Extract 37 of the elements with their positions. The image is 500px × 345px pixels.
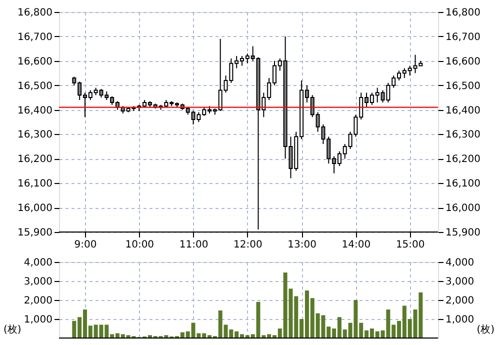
y-axis-title: (枚) bbox=[4, 324, 22, 336]
y2-tick-label: 16,100 bbox=[446, 178, 480, 190]
y2-tick-label: 16,800 bbox=[446, 8, 480, 18]
y2-tick-label: 16,600 bbox=[446, 56, 480, 68]
y-tick-label: 16,800 bbox=[18, 8, 52, 18]
y-tick-label: 16,400 bbox=[18, 105, 52, 116]
y-tick-label: 16,200 bbox=[18, 154, 52, 166]
x-tick-label: 13:00 bbox=[288, 240, 316, 250]
y-tick-label: 16,300 bbox=[18, 130, 52, 141]
y2-tick-label: 15,900 bbox=[446, 228, 480, 238]
y2-tick-label: 16,200 bbox=[446, 154, 480, 166]
y-tick-label: 2,000 bbox=[24, 296, 52, 306]
x-tick-label: 11:00 bbox=[179, 240, 208, 250]
y2-tick-label: 2,000 bbox=[446, 296, 474, 306]
y-tick-label: 4,000 bbox=[24, 258, 52, 268]
y-tick-label: 16,000 bbox=[18, 203, 52, 214]
y2-tick-label: 16,400 bbox=[446, 105, 480, 116]
y2-tick-label: 4,000 bbox=[446, 258, 474, 268]
y-tick-label: 16,500 bbox=[18, 80, 52, 92]
y-tick-label: 16,700 bbox=[18, 32, 52, 43]
y2-tick-label: 16,700 bbox=[446, 32, 480, 43]
y2-tick-label: 1,000 bbox=[446, 314, 474, 326]
y-tick-label: 3,000 bbox=[24, 276, 52, 288]
y-tick-label: 16,600 bbox=[18, 56, 52, 68]
y2-tick-label: 16,500 bbox=[446, 80, 480, 92]
y-tick-label: 16,100 bbox=[18, 178, 52, 190]
x-tick-label: 15:00 bbox=[396, 240, 425, 250]
x-tick-label: 10:00 bbox=[125, 240, 154, 250]
y-tick-label: 1,000 bbox=[24, 314, 52, 326]
y2-axis-title: (枚) bbox=[476, 324, 495, 336]
x-tick-label: 14:00 bbox=[342, 240, 371, 250]
y2-tick-label: 3,000 bbox=[446, 276, 474, 288]
y2-tick-label: 16,000 bbox=[446, 203, 480, 214]
y2-tick-label: 16,300 bbox=[446, 130, 480, 141]
x-tick-label: 12:00 bbox=[234, 240, 262, 250]
x-tick-label: 9:00 bbox=[74, 240, 97, 250]
y-tick-label: 15,900 bbox=[18, 228, 52, 238]
